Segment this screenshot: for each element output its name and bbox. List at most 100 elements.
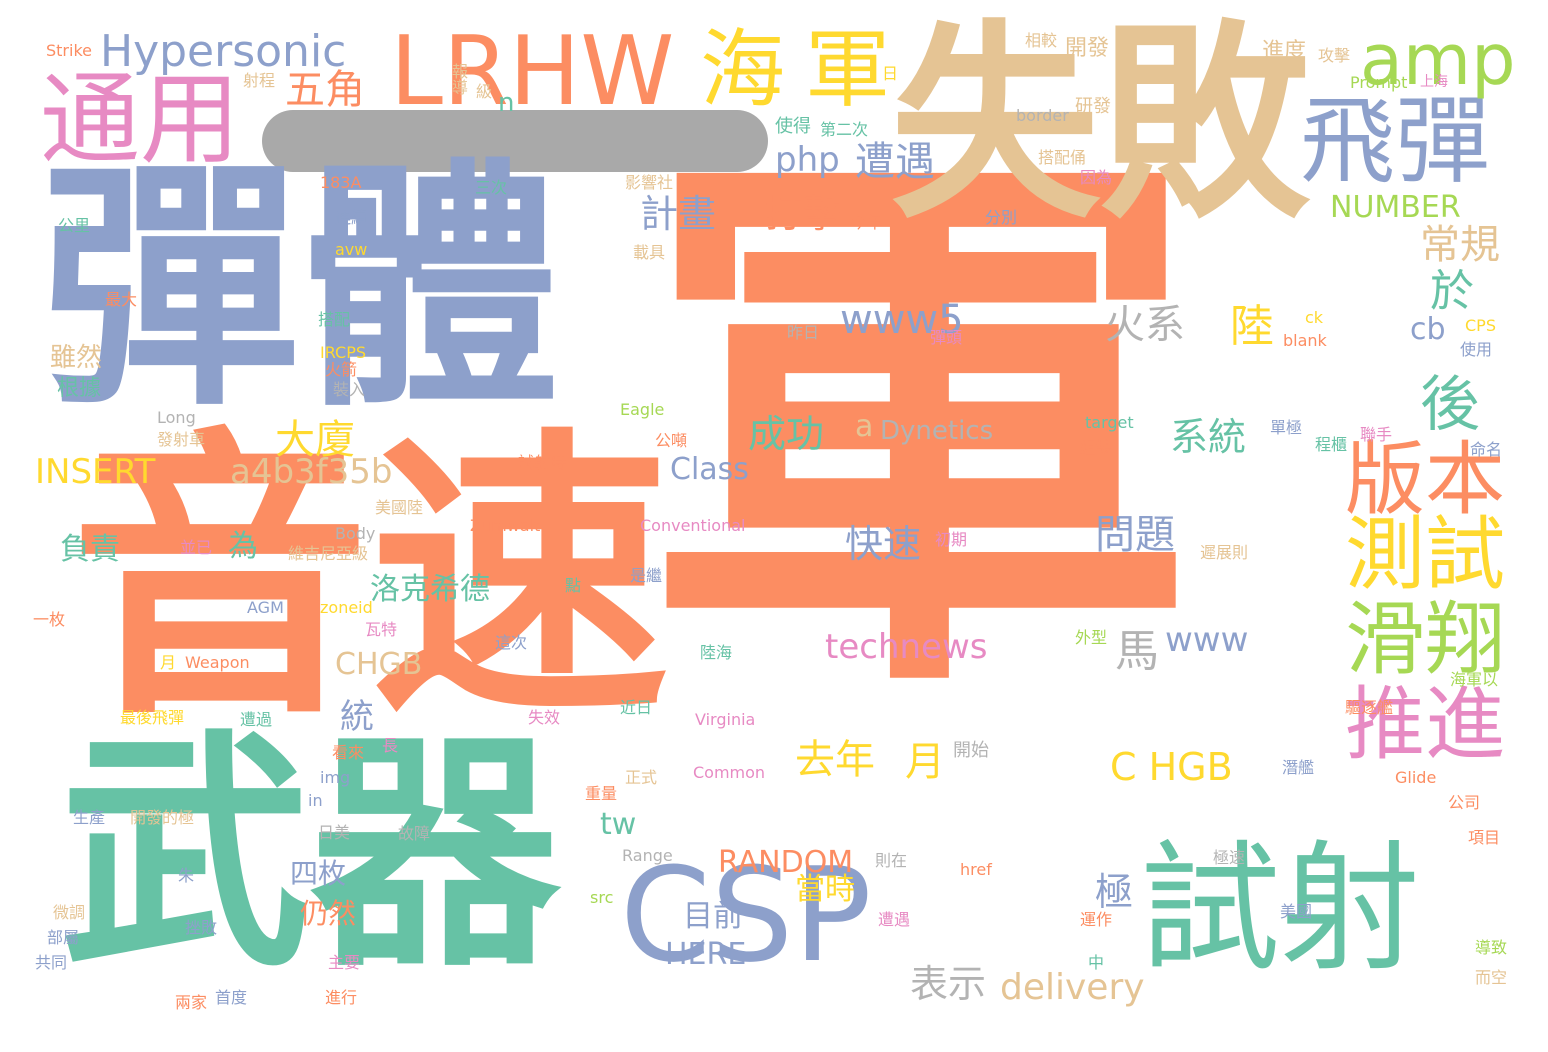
word-delivery-61: delivery bbox=[1000, 967, 1145, 1008]
word-cjk-117: 初期 bbox=[935, 530, 968, 549]
word-cjk-79: 使得 bbox=[775, 116, 811, 137]
word-avw-87: avw bbox=[335, 240, 368, 259]
word-cjk-125: 一枚 bbox=[33, 610, 66, 629]
word-agm-123: AGM bbox=[247, 598, 284, 617]
word-lrhw-7: LRHW bbox=[390, 17, 675, 127]
word-cjk-113: 美國陸 bbox=[375, 498, 424, 517]
word-c-hgb-51: C HGB bbox=[1110, 745, 1233, 789]
word-cjk-78: 第二次 bbox=[820, 120, 869, 139]
word-cjk-15: 測試 bbox=[1345, 508, 1505, 601]
word-number-26: NUMBER bbox=[1330, 190, 1461, 225]
word-conventional-116: Conventional bbox=[640, 516, 746, 535]
word-cjk-58: 當時 bbox=[795, 872, 855, 907]
word-cjk-161: 美國 bbox=[1280, 902, 1313, 921]
word-cjk-81: 因為 bbox=[1080, 168, 1113, 187]
word-cjk-54: 四枚 bbox=[290, 857, 347, 890]
word-cjk-166: 首度 bbox=[215, 988, 248, 1007]
word-csp-5: CSP bbox=[620, 839, 872, 991]
word-cjk-94: 火箭 bbox=[325, 360, 358, 379]
word-cjk-155: 則在 bbox=[875, 851, 908, 870]
word-cjk-29: 陸 bbox=[1230, 301, 1274, 352]
word-cjk-24: 常規 bbox=[1420, 222, 1500, 268]
word-technews-44: technews bbox=[825, 627, 988, 667]
word-tw-52: tw bbox=[600, 807, 637, 842]
word-a-33: a bbox=[855, 409, 874, 444]
word-cjk-152: 開發的極 bbox=[130, 808, 195, 827]
word-cjk-135: 驅逐艦 bbox=[1345, 698, 1394, 717]
word-cjk-170: 而空 bbox=[1475, 968, 1508, 987]
word-eagle-104: Eagle bbox=[620, 400, 665, 419]
word-cjk-121: 點 bbox=[565, 576, 582, 595]
word-cjk-50: 月 bbox=[905, 739, 945, 785]
word-cjk-21: 遭遇 bbox=[855, 139, 935, 185]
word-cjk-107: 組裝 bbox=[1080, 438, 1113, 457]
word-cjk-118: 遲展則 bbox=[1200, 543, 1249, 562]
word-href-156: href bbox=[960, 860, 992, 879]
word-cjk-150: 正式 bbox=[625, 768, 658, 787]
word-cjk-162: 微調 bbox=[53, 903, 86, 922]
word-cjk-17: 推進 bbox=[1345, 678, 1505, 771]
word-cjk-122: 是繼 bbox=[630, 566, 663, 585]
word-prompt-74: Prompt bbox=[1350, 73, 1408, 92]
word-cjk-110: 聯手 bbox=[1360, 425, 1393, 444]
word-chgb-47: CHGB bbox=[335, 647, 423, 682]
word-ck-98: ck bbox=[1305, 308, 1324, 327]
word-cjk-165: 兩家 bbox=[175, 993, 208, 1012]
word-cjk-10: 海 bbox=[700, 21, 786, 120]
word-target-106: target bbox=[1085, 413, 1134, 432]
word-cjk-174: 遭遇 bbox=[878, 910, 911, 929]
word-cjk-164: 共同 bbox=[35, 953, 68, 972]
word-cps-100: CPS bbox=[1465, 316, 1496, 335]
word-cjk-157: 極速 bbox=[1213, 848, 1246, 867]
word-cjk-71: 開發 bbox=[1065, 36, 1110, 61]
word-insert-36: INSERT bbox=[35, 452, 156, 492]
word-cjk-91: 分別 bbox=[985, 208, 1018, 227]
word-strike-65: Strike bbox=[46, 41, 92, 60]
word-cjk-41: 負責 bbox=[60, 532, 120, 567]
word-cjk-120: 維吉尼亞級 bbox=[288, 544, 369, 563]
word-cjk-25: 於 bbox=[1430, 266, 1474, 317]
word-range-153: Range bbox=[622, 846, 673, 865]
word-cjk-105: 公噸 bbox=[655, 431, 688, 450]
word-cjk-126: 瓦特 bbox=[365, 620, 398, 639]
word-cjk-96: 昨日 bbox=[787, 323, 820, 342]
word-cjk-92: 搭配 bbox=[318, 310, 351, 329]
word-cjk-63: 雖然 bbox=[50, 343, 103, 373]
word-php-20: php bbox=[775, 140, 840, 180]
word-cjk-169: 導致 bbox=[1475, 938, 1508, 957]
word-cjk-130: 月 bbox=[160, 653, 177, 672]
word-cjk-39: 快速 bbox=[845, 522, 922, 566]
word-cjk-56: 目前 bbox=[683, 899, 743, 934]
word-img-143: img bbox=[320, 768, 351, 787]
word-cjk-14: 版本 bbox=[1345, 433, 1505, 526]
word-cjk-31: 大廈 bbox=[275, 417, 355, 463]
word-cjk-147: 日美 bbox=[318, 823, 351, 842]
word-cjk-19: 五角 bbox=[285, 67, 365, 113]
word-cjk-97: 彈頭 bbox=[930, 328, 963, 347]
word-cjk-73: 攻擊 bbox=[1318, 46, 1351, 65]
word-cjk-103: 發射車 bbox=[157, 430, 206, 449]
word-cjk-95: 裝入 bbox=[333, 380, 366, 399]
word-cjk-173: 公司 bbox=[1448, 793, 1481, 812]
word-cjk-108: 單極 bbox=[1270, 418, 1303, 437]
word-cjk-144: 看來 bbox=[332, 743, 365, 762]
word-cjk-80: 搭配俑 bbox=[1038, 148, 1087, 167]
word-cjk-109: 程櫃 bbox=[1315, 435, 1348, 454]
word-cjk-83: 三次 bbox=[475, 178, 508, 197]
word-cjk-43: 洛克希德 bbox=[370, 572, 490, 607]
word-cjk-119: 並已 bbox=[180, 538, 213, 557]
word-cjk-18: 後 bbox=[1420, 370, 1480, 440]
word-virginia-134: Virginia bbox=[695, 710, 756, 729]
word-cjk-132: 遭過 bbox=[240, 710, 273, 729]
word-cjk-154: 朱 bbox=[178, 866, 195, 885]
word-cjk-145: 長 bbox=[382, 736, 399, 755]
word-cjk-171: 中 bbox=[1088, 953, 1105, 972]
word-cjk-55: 仍然 bbox=[300, 897, 357, 930]
word-in-146: in bbox=[308, 791, 323, 810]
word-src-159: src bbox=[590, 888, 614, 907]
word-cjk-3: 武器 bbox=[60, 709, 560, 1000]
word-cjk-149: 重量 bbox=[585, 784, 618, 803]
word-cjk-72: 進度 bbox=[1262, 39, 1307, 64]
word-cjk-89: 載具 bbox=[633, 243, 666, 262]
